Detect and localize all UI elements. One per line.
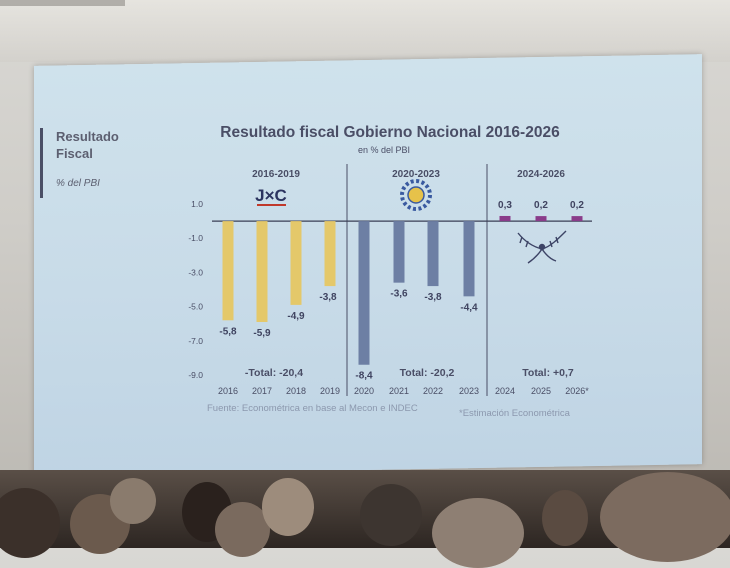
period-label: 2016-2019: [252, 169, 300, 180]
chart-subtitle: en % del PBI: [358, 145, 410, 155]
bar-2024: [499, 215, 511, 222]
jxc-logo-text: J×C: [255, 186, 287, 205]
audience-head: [432, 498, 524, 568]
x-tick-label: 2025: [531, 386, 551, 396]
y-tick-label: -5.0: [188, 302, 203, 312]
bar-value-label: 0,2: [534, 200, 548, 211]
bar-2026*: [571, 216, 583, 222]
period-total: Total: -20,2: [400, 367, 455, 379]
jxc-logo: J×C: [255, 186, 287, 206]
x-tick-label: 2026*: [565, 386, 589, 396]
x-tick-label: 2016: [218, 386, 238, 396]
y-tick-label: -9.0: [188, 370, 203, 380]
period-total: -Total: -20,4: [245, 367, 303, 379]
audience-head: [262, 478, 314, 536]
bar-value-label: -3,6: [390, 289, 408, 300]
bar-value-label: -4,4: [460, 302, 478, 313]
audience: [0, 470, 730, 568]
bar-value-label: -3,8: [424, 292, 442, 303]
footer-note: *Estimación Econométrica: [459, 408, 571, 419]
bar-value-label: -4,9: [287, 311, 305, 322]
bar-value-label: -5,8: [219, 326, 237, 337]
bar-value-label: -3,8: [319, 292, 337, 303]
y-tick-label: -1.0: [188, 233, 203, 243]
period-label: 2020-2023: [392, 169, 440, 180]
chart-title: Resultado fiscal Gobierno Nacional 2016-…: [220, 124, 560, 141]
x-tick-label: 2024: [495, 386, 515, 396]
ceiling-beam: [0, 0, 125, 6]
audience-head: [600, 472, 730, 562]
bar-value-label: 0,2: [570, 200, 584, 211]
audience-head: [542, 490, 588, 546]
bar-2021: [393, 221, 405, 283]
audience-head: [110, 478, 156, 524]
ceiling: [0, 0, 730, 62]
period-total: Total: +0,7: [522, 367, 574, 379]
x-tick-label: 2020: [354, 386, 374, 396]
y-tick-label: -3.0: [188, 267, 203, 277]
bar-value-label: 0,3: [498, 200, 512, 211]
bar-2023: [463, 221, 475, 297]
footer-source: Fuente: Econométrica en base al Mecon e …: [207, 403, 418, 414]
period-label: 2024-2026: [517, 169, 565, 180]
x-tick-label: 2021: [389, 386, 409, 396]
bar-value-label: -5,9: [253, 328, 271, 339]
y-tick-label: -7.0: [188, 336, 203, 346]
x-tick-label: 2023: [459, 386, 479, 396]
bar-2016: [222, 221, 234, 321]
bar-2017: [256, 221, 268, 322]
side-panel-subtitle: % del PBI: [56, 178, 100, 189]
audience-head: [0, 488, 60, 558]
eagle-icon: [517, 230, 567, 264]
sun-emblem-icon: [400, 179, 432, 211]
y-tick-label: 1.0: [191, 199, 203, 209]
bar-value-label: -8,4: [355, 371, 373, 382]
fiscal-result-chart: Resultado fiscal Gobierno Nacional 2016-…: [188, 124, 592, 419]
bar-2022: [427, 221, 439, 287]
bar-2019: [324, 221, 336, 287]
x-tick-label: 2022: [423, 386, 443, 396]
x-tick-label: 2018: [286, 386, 306, 396]
x-tick-label: 2019: [320, 386, 340, 396]
side-panel-rule: [40, 128, 43, 198]
bar-2018: [290, 221, 302, 305]
side-panel-title: Resultado Fiscal: [56, 129, 119, 161]
audience-head: [360, 484, 422, 546]
x-tick-label: 2017: [252, 386, 272, 396]
bar-2020: [358, 221, 370, 365]
bar-2025: [535, 216, 547, 222]
